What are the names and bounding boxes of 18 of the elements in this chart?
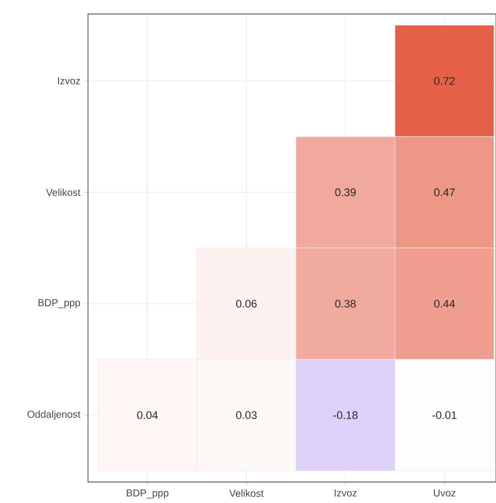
x-tick-label: Izvoz [334,490,357,497]
data-label: 0.38 [335,300,356,308]
data-label: 0.06 [236,300,257,308]
x-tick-label: Uvoz [434,490,456,497]
data-label: 0.72 [434,76,455,85]
data-label: 0.03 [236,411,257,420]
y-tick-label: BDP_ppp [38,299,80,308]
y-tick-label: Velikost [46,188,80,196]
x-tick-label: BDP_ppp [126,490,168,498]
data-label: -0.18 [333,411,358,420]
y-tick-label: Oddaljenost [28,410,80,420]
x-tick-label: Velikost [229,490,264,497]
data-label: 0.04 [137,411,158,420]
data-label: 0.44 [434,300,455,308]
y-tick-label: Izvoz [58,77,80,84]
data-label: 0.39 [335,188,356,196]
data-label: -0.01 [432,411,457,420]
data-label: 0.47 [434,188,455,196]
